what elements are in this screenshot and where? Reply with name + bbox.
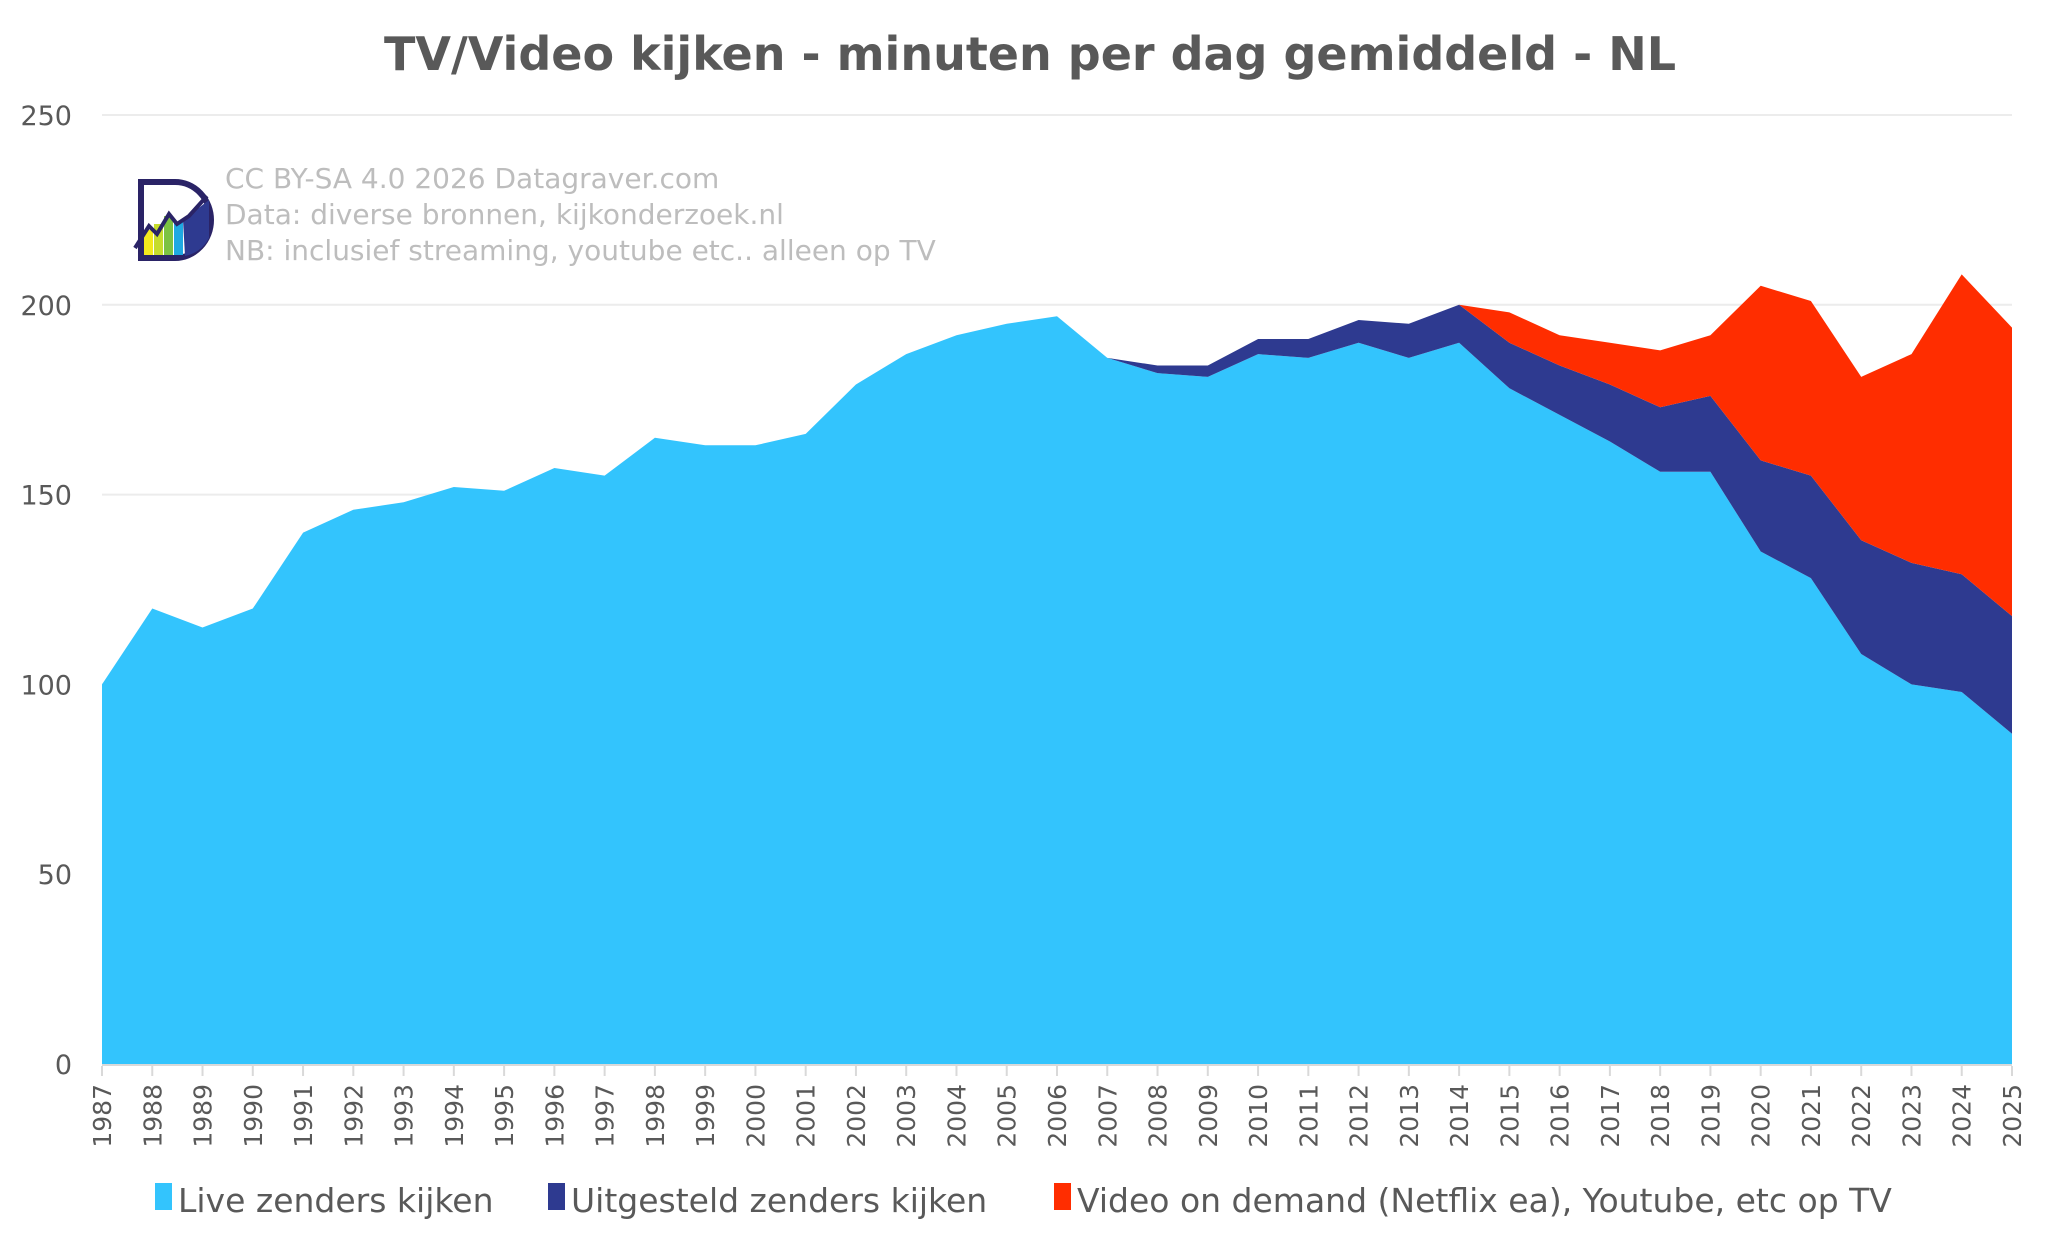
x-tick-label: 2002 — [842, 1084, 871, 1148]
datagraver-logo-icon — [133, 179, 214, 261]
x-tick-label: 1997 — [591, 1084, 620, 1148]
x-tick-label: 1989 — [189, 1084, 218, 1148]
x-tick-label: 2011 — [1294, 1084, 1323, 1148]
x-tick-label: 2019 — [1696, 1084, 1725, 1148]
x-tick-label: 2010 — [1244, 1084, 1273, 1148]
x-tick-label: 2025 — [1998, 1084, 2027, 1148]
x-tick-label: 2020 — [1747, 1084, 1776, 1148]
x-tick-label: 1994 — [440, 1084, 469, 1148]
chart-title: TV/Video kijken - minuten per dag gemidd… — [384, 27, 1676, 81]
legend: Live zenders kijken Uitgesteld zenders ki… — [155, 1181, 1892, 1220]
legend-label-2: Uitgesteld zenders kijken — [571, 1181, 987, 1220]
y-tick-label: 200 — [20, 291, 72, 322]
x-tick-label: 2001 — [792, 1084, 821, 1148]
area-series-1 — [102, 316, 2012, 1064]
x-tick-label: 2004 — [942, 1084, 971, 1148]
legend-swatch-3 — [1054, 1183, 1071, 1210]
legend-swatch-2 — [548, 1183, 565, 1210]
x-tick-label: 1999 — [691, 1084, 720, 1148]
x-tick-label: 2016 — [1546, 1084, 1575, 1148]
x-tick-label: 1998 — [641, 1084, 670, 1148]
axes: 0 50 100 150 200 250 1987 1988 1989 1990 1991 1992 1… — [20, 101, 2027, 1148]
y-tick-label: 100 — [20, 670, 72, 701]
y-tick-label: 250 — [20, 101, 72, 132]
x-tick-label: 2009 — [1194, 1084, 1223, 1148]
x-tick-label: 1990 — [239, 1084, 268, 1148]
x-tick-label: 2017 — [1596, 1084, 1625, 1148]
x-tick-label: 1992 — [339, 1084, 368, 1148]
x-tick-label: 2003 — [892, 1084, 921, 1148]
y-tick-label: 50 — [38, 860, 72, 891]
x-tick-label: 1987 — [88, 1084, 117, 1148]
watermark-line-3: NB: inclusief streaming, youtube etc.. a… — [225, 234, 936, 267]
area-series — [102, 274, 2012, 1064]
legend-label-1: Live zenders kijken — [178, 1181, 494, 1220]
x-tick-label: 2012 — [1345, 1084, 1374, 1148]
watermark-line-1: CC BY-SA 4.0 2026 Datagraver.com — [225, 162, 719, 195]
x-tick-label: 1988 — [138, 1084, 167, 1148]
x-tick-label: 2013 — [1395, 1084, 1424, 1148]
x-tick-label: 2007 — [1093, 1084, 1122, 1148]
x-tick-label: 2021 — [1797, 1084, 1826, 1148]
watermark: CC BY-SA 4.0 2026 Datagraver.com Data: d… — [133, 162, 936, 267]
area-series-3 — [1459, 274, 2012, 617]
legend-swatch-1 — [155, 1183, 172, 1210]
y-tick-label: 150 — [20, 481, 72, 512]
x-tick-label: 2005 — [993, 1084, 1022, 1148]
x-tick-label: 2008 — [1144, 1084, 1173, 1148]
x-tick-label: 2018 — [1646, 1084, 1675, 1148]
x-tick-label: 1991 — [289, 1084, 318, 1148]
x-tick-label: 2014 — [1445, 1084, 1474, 1148]
x-tick-label: 2023 — [1897, 1084, 1926, 1148]
y-tick-label: 0 — [55, 1050, 72, 1081]
x-tick-label: 2015 — [1495, 1084, 1524, 1148]
x-tick-label: 2006 — [1043, 1084, 1072, 1148]
x-tick-label: 1993 — [390, 1084, 419, 1148]
x-tick-label: 1995 — [490, 1084, 519, 1148]
x-tick-label: 2022 — [1847, 1084, 1876, 1148]
x-tick-label: 1996 — [540, 1084, 569, 1148]
x-tick-label: 2000 — [741, 1084, 770, 1148]
area-series-2 — [1107, 304, 2012, 734]
x-tick-label: 2024 — [1948, 1084, 1977, 1148]
watermark-line-2: Data: diverse bronnen, kijkonderzoek.nl — [225, 198, 784, 231]
legend-label-3: Video on demand (Netflix ea), Youtube, e… — [1077, 1181, 1892, 1220]
